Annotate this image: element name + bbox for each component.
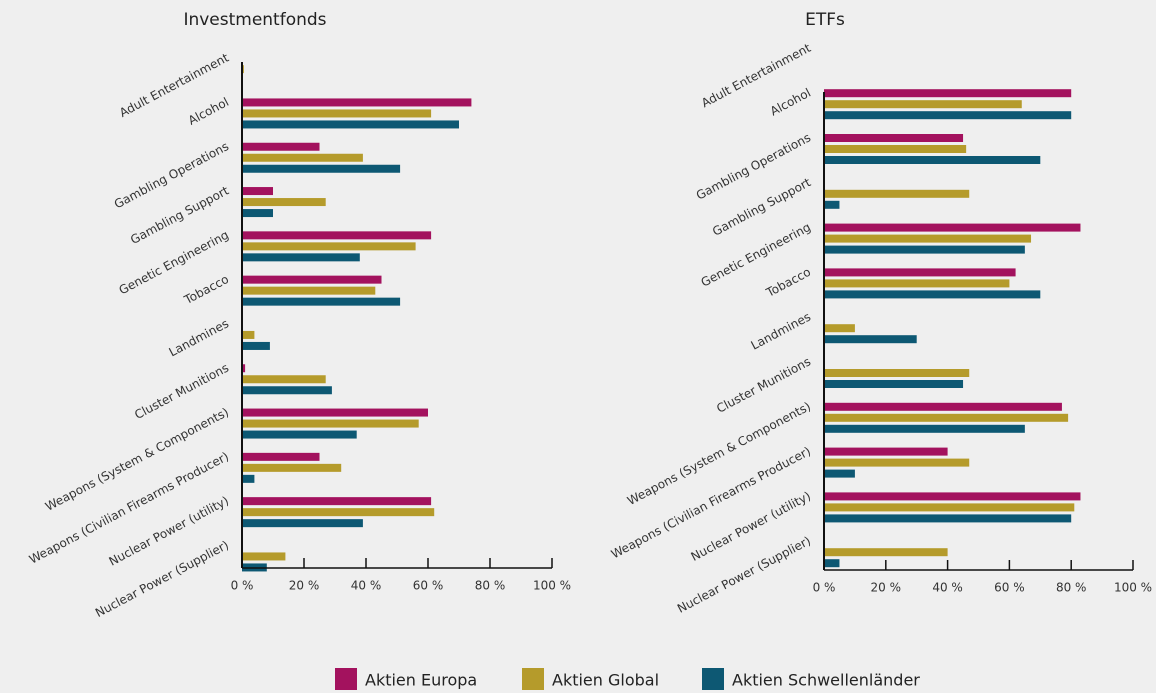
bar xyxy=(242,187,273,196)
bar xyxy=(242,120,459,129)
bar xyxy=(824,189,970,198)
bar xyxy=(242,98,472,107)
x-tick-label: 0 % xyxy=(231,579,254,593)
bar xyxy=(242,419,419,428)
bar xyxy=(824,100,1022,109)
y-tick-label: Landmines xyxy=(167,316,231,359)
bar xyxy=(242,386,332,395)
bar xyxy=(242,375,326,384)
legend-swatch xyxy=(702,668,724,690)
bar xyxy=(824,548,948,557)
bar xyxy=(824,268,1016,277)
bar xyxy=(242,463,342,472)
bar xyxy=(824,111,1072,120)
bar xyxy=(824,223,1081,232)
y-tick-label: Nuclear Power (Supplier) xyxy=(675,534,813,616)
bar xyxy=(242,497,432,506)
bar xyxy=(242,242,416,251)
bar xyxy=(824,134,964,142)
bar xyxy=(242,153,363,162)
bar xyxy=(242,341,270,350)
bar xyxy=(824,234,1032,243)
bar xyxy=(824,447,948,456)
y-tick-label: Tobacco xyxy=(763,265,813,300)
x-tick-label: 20 % xyxy=(871,581,902,595)
y-tick-label: Landmines xyxy=(749,310,813,353)
bar xyxy=(824,324,855,333)
bar xyxy=(824,492,1081,501)
bar xyxy=(242,519,363,528)
bar xyxy=(824,279,1010,288)
x-tick-label: 60 % xyxy=(994,581,1025,595)
x-tick-label: 100 % xyxy=(1114,581,1152,595)
bar xyxy=(242,474,255,483)
x-tick-label: 40 % xyxy=(932,581,963,595)
y-tick-label: Tobacco xyxy=(181,272,231,307)
bar xyxy=(242,164,401,173)
bar xyxy=(242,364,246,373)
legend-swatch xyxy=(335,668,357,690)
bar xyxy=(242,275,382,284)
bar xyxy=(242,142,320,151)
legend-label: Aktien Global xyxy=(552,671,659,690)
bar xyxy=(824,424,1025,433)
bar xyxy=(242,430,357,439)
legend-label: Aktien Schwellenländer xyxy=(732,671,920,690)
bar xyxy=(824,290,1041,299)
bar xyxy=(242,552,286,561)
bar xyxy=(824,156,1041,164)
bar xyxy=(242,297,401,306)
x-tick-label: 80 % xyxy=(475,579,506,593)
bar xyxy=(242,452,320,461)
bar xyxy=(824,369,970,377)
bar xyxy=(824,245,1025,254)
bar xyxy=(824,89,1072,98)
x-tick-label: 20 % xyxy=(289,579,320,593)
y-tick-label: Alcohol xyxy=(768,86,813,119)
chart-title: ETFs xyxy=(805,10,845,30)
bar xyxy=(242,198,326,207)
bar xyxy=(824,559,840,568)
legend-label: Aktien Europa xyxy=(365,671,477,690)
x-tick-label: 40 % xyxy=(351,579,382,593)
bar xyxy=(242,286,376,295)
x-tick-label: 100 % xyxy=(533,579,571,593)
bar xyxy=(242,253,360,262)
bar xyxy=(242,508,435,517)
bar xyxy=(824,380,964,388)
x-tick-label: 60 % xyxy=(413,579,444,593)
bar xyxy=(824,413,1069,422)
bar xyxy=(824,402,1062,411)
bar xyxy=(242,209,273,218)
legend-swatch xyxy=(522,668,544,690)
x-tick-label: 0 % xyxy=(813,581,836,595)
bar xyxy=(242,330,255,339)
y-tick-label: Nuclear Power (Supplier) xyxy=(93,538,231,620)
bar xyxy=(824,145,967,153)
bar xyxy=(824,514,1072,523)
bar xyxy=(242,408,428,417)
y-tick-label: Alcohol xyxy=(186,95,231,128)
x-tick-label: 80 % xyxy=(1056,581,1087,595)
bar xyxy=(824,458,970,467)
bar xyxy=(824,335,917,344)
bar xyxy=(824,200,840,209)
bar xyxy=(242,231,432,240)
bar xyxy=(824,503,1075,512)
bar xyxy=(824,469,855,478)
bar xyxy=(242,109,432,118)
chart-title: Investmentfonds xyxy=(183,10,326,30)
